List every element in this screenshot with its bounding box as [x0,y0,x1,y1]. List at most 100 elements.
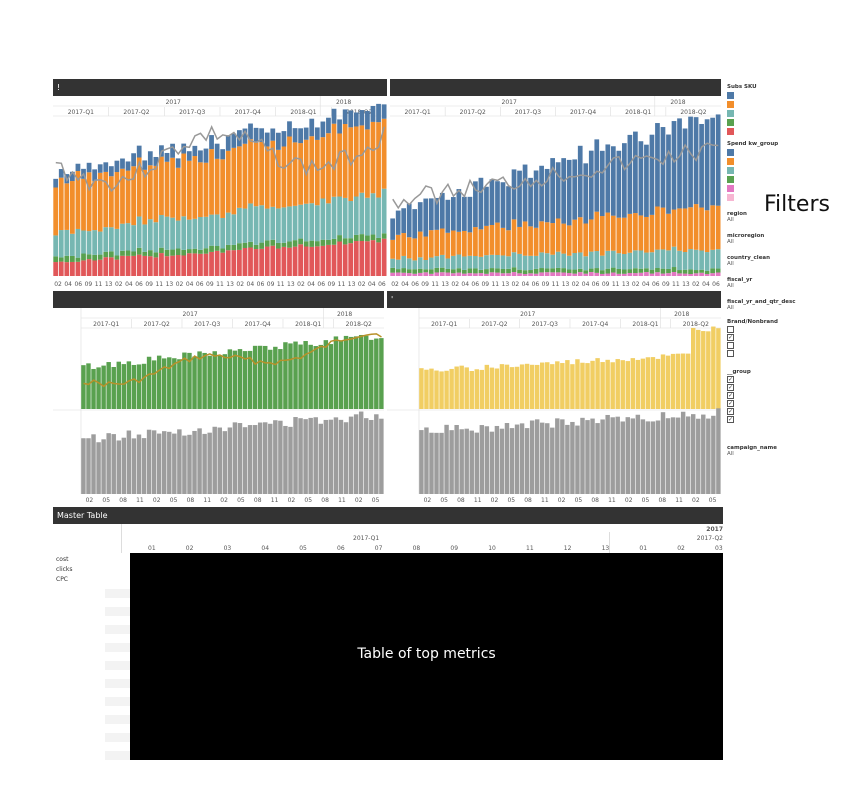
stacked-bar-segment [326,244,331,276]
filter-region[interactable]: region All [727,211,807,223]
filter-checkbox[interactable]: ✓ [727,334,734,341]
filter-checkbox[interactable]: ✓ [727,392,734,399]
legend-swatch[interactable] [727,128,734,135]
axis-tick-label: 09 [662,281,670,288]
filter-checkbox[interactable] [727,350,734,357]
filter-checkbox[interactable]: ✓ [727,416,734,423]
filter-fiscal-yr[interactable]: fiscal_yr All [727,277,807,289]
stacked-bar-segment [298,143,303,205]
stacked-bar-segment [97,231,103,255]
master-table-row-shading [105,580,130,760]
bar [348,336,354,409]
stacked-bar-segment [566,159,572,226]
stacked-bar-segment [331,108,337,124]
filter-checkbox[interactable]: ✓ [727,400,734,407]
legend-swatch[interactable] [727,167,734,174]
year-label: 2017 [520,311,535,318]
stacked-bar-segment [147,256,153,276]
filter-value[interactable]: All [727,261,734,267]
filter-fiscal-yr-and-qtr-desc[interactable]: fiscal_yr_and_qtr_desc All [727,299,807,311]
filter-value[interactable]: All [727,217,734,223]
stacked-bar-segment [434,267,440,273]
stacked-bar-segment [192,145,198,157]
filter-checkbox[interactable] [727,342,734,349]
bar [534,364,540,409]
stacked-bar-segment [298,204,303,239]
master-table-column-header: 01 [639,545,648,552]
campaign-name-value[interactable]: All [727,451,734,457]
stacked-bar-segment [715,268,721,273]
stacked-bar-segment [309,203,315,241]
stacked-bar-segment [309,118,315,137]
axis-tick-label: 09 [328,281,336,288]
filter-checkbox[interactable]: ✓ [727,408,734,415]
stacked-bar-segment [292,205,298,241]
filter-country-clean[interactable]: country_clean All [727,255,807,267]
filter-value[interactable]: All [727,239,734,245]
bar [288,426,293,494]
filter-checkbox[interactable]: ✓ [727,384,734,391]
bar [620,421,625,494]
axis-tick-label: 11 [608,497,616,504]
stacked-bar-segment [544,268,550,273]
legend-swatch[interactable] [727,158,734,165]
stacked-bar-segment [209,214,214,246]
bar [217,355,222,409]
stacked-bar-segment [522,255,528,271]
axis-tick-label: 06 [471,281,479,288]
stacked-bar-segment [633,131,638,214]
filter-value[interactable]: All [727,305,734,311]
stacked-bar-segment [561,158,567,224]
stacked-bar-segment [500,182,506,228]
stacked-bar-segment [170,157,175,218]
master-table-column-header: 05 [299,545,307,552]
legend-swatch[interactable] [727,92,734,99]
legend-title-spend-kw-group: Spend kw_group [727,141,779,147]
stacked-bar-segment [259,141,265,206]
axis-tick-label: 11 [431,281,439,288]
bar-chart-mid-left: 2017 2018 2017-Q1 2017-Q2 2017-Q3 2017-Q4 2018… [53,308,384,504]
legend-swatch[interactable] [727,176,734,183]
stacked-bar-segment [120,255,125,276]
bar [454,366,459,409]
bar [590,418,595,494]
filter-microregion[interactable]: microregion All [727,233,807,245]
stacked-bar-segment [428,198,434,231]
master-table-column-header: 10 [488,545,496,552]
master-table-column-header: 13 [601,545,610,552]
stacked-bar-segment [616,217,622,254]
legend-swatch[interactable] [727,194,734,201]
stacked-bar-segment [326,239,331,245]
legend-swatch[interactable] [727,119,734,126]
legend-swatch[interactable] [727,185,734,192]
bar [162,431,167,494]
axis-tick-label: 02 [176,281,184,288]
stacked-bar-segment [337,241,342,276]
stacked-bar-segment [572,159,578,220]
year-label: 2017 [502,99,517,106]
filter-value[interactable]: All [727,283,734,289]
axis-tick-label: 02 [297,281,305,288]
stacked-bar-segment [381,104,387,119]
stacked-bar-segment [242,242,248,248]
stacked-bar-segment [489,268,495,273]
legend-swatch[interactable] [727,110,734,117]
axis-tick-label: 05 [642,497,650,504]
bar [252,425,258,494]
stacked-bar-segment [655,272,660,276]
filter-checkbox[interactable] [727,326,734,333]
stacked-bar-segment [478,273,484,276]
filter-checkbox[interactable]: ✓ [727,376,734,383]
bar [313,346,318,409]
stacked-bar-segment [108,251,114,258]
quarter-label: 2017-Q4 [245,321,271,328]
axis-tick-label: 04 [461,281,469,288]
legend-swatch[interactable] [727,149,734,156]
stacked-bar-segment [381,188,387,234]
bar [625,361,630,409]
stacked-bar-segment [125,223,131,251]
bar [222,354,228,409]
bar [565,424,570,494]
filter-name: country_clean [727,255,771,261]
legend-swatch[interactable] [727,101,734,108]
